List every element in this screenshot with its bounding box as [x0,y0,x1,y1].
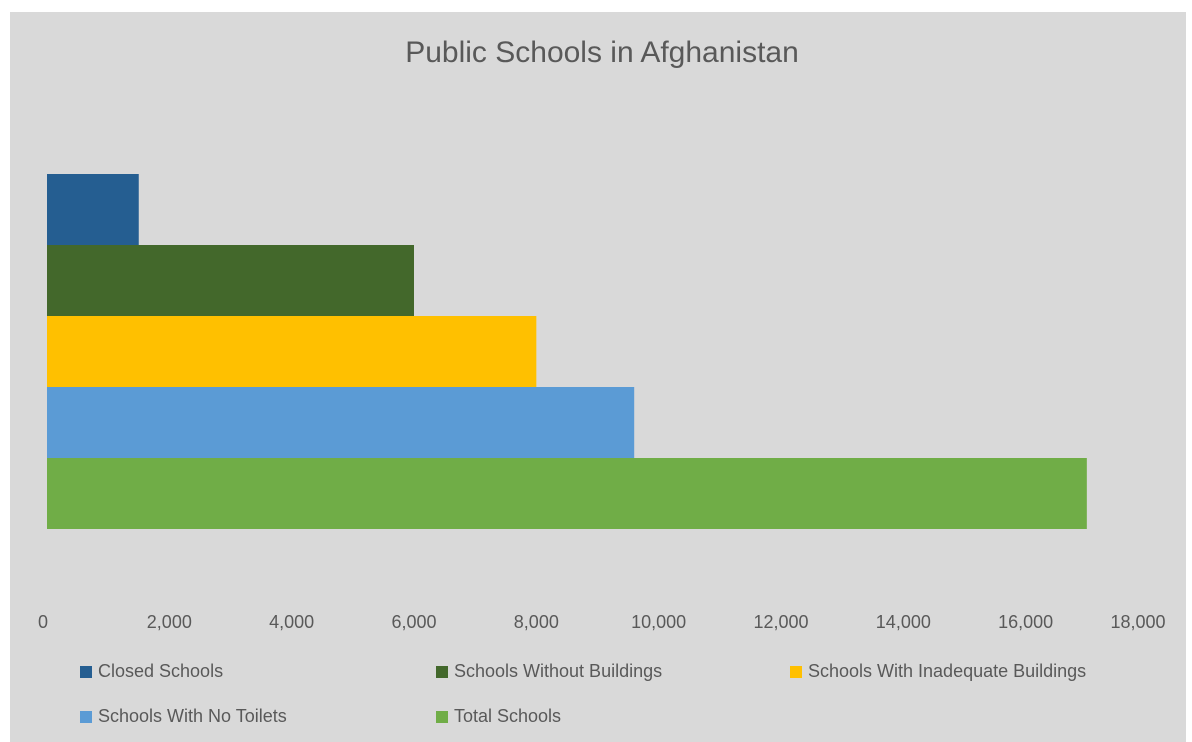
x-tick-label: 16,000 [998,612,1053,632]
legend-item-total-schools: Total Schools [436,706,561,727]
legend-swatch [436,710,448,723]
legend-label: Schools Without Buildings [454,661,663,681]
x-tick-label: 6,000 [391,612,436,632]
chart-title: Public Schools in Afghanistan [405,36,799,69]
x-tick-label: 0 [38,612,48,632]
legend-swatch [80,665,92,678]
legend-label: Schools With No Toilets [98,706,287,726]
bar-total-schools [47,458,1087,529]
bar-schools-without-buildings [47,245,414,316]
x-tick-label: 18,000 [1110,612,1165,632]
x-tick-label: 10,000 [631,612,686,632]
legend-swatch [790,665,802,678]
legend-item-closed-schools: Closed Schools [80,661,223,682]
legend-item-schools-with-no-toilets: Schools With No Toilets [80,706,287,727]
x-tick-label: 8,000 [514,612,559,632]
legend-item-schools-without-buildings: Schools Without Buildings [436,661,662,682]
bar-schools-with-inadequate-buildings [47,316,537,387]
legend-label: Total Schools [454,706,562,726]
x-tick-label: 4,000 [269,612,314,632]
legend: Closed Schools Schools Without Buildings… [80,0,1180,742]
legend-swatch [80,710,92,723]
x-tick-label: 14,000 [876,612,931,632]
legend-swatch [436,665,448,678]
bar-closed-schools [47,174,139,245]
bar-schools-with-no-toilets [47,387,635,458]
x-tick-label: 2,000 [147,612,192,632]
legend-item-schools-with-inadequate-buildings: Schools With Inadequate Buildings [790,661,1086,682]
x-tick-label: 12,000 [753,612,808,632]
legend-label: Schools With Inadequate Buildings [808,661,1087,681]
legend-label: Closed Schools [98,661,224,681]
